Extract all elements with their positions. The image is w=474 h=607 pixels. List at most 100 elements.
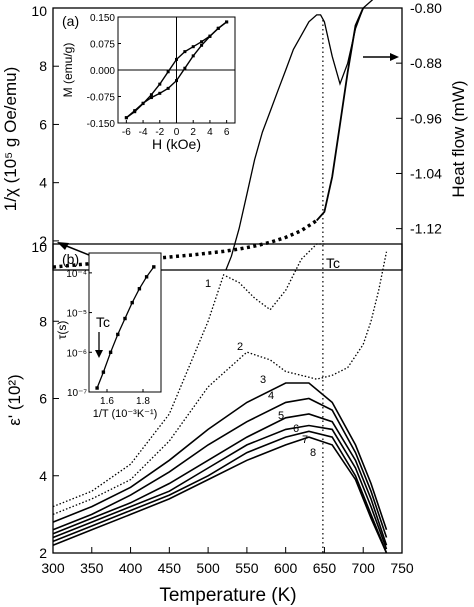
y-tick-label-left: 8 [39, 58, 47, 74]
hysteresis-point [191, 45, 195, 49]
relaxation-point [152, 265, 156, 269]
y-axis-label: ε' (10²) [5, 374, 24, 425]
series-label: 8 [310, 447, 316, 459]
series-label: 7 [302, 434, 308, 446]
series-3-line [52, 382, 388, 531]
series-label: 1 [205, 278, 211, 290]
relaxation-point [95, 386, 99, 390]
inset-a-x-tick-label: 4 [207, 127, 213, 138]
inset-b-x-tick-label: 1.8 [136, 396, 150, 407]
relaxation-point [108, 350, 113, 354]
hysteresis-point [216, 26, 220, 30]
inverse-susceptibility-rise [316, 7, 365, 222]
x-tick-label: 400 [119, 560, 143, 576]
relaxation-point [130, 300, 134, 305]
panel-b: 300 350 400 450 500 550 600 650 700 750 2 4 6 8 10 Temp… [5, 239, 414, 606]
y-tick-label: 10 [31, 239, 47, 255]
inset-a-y-tick-label: 0.000 [90, 66, 115, 77]
inset-a-x-tick-label: -6 [122, 127, 131, 138]
relaxation-point [101, 370, 106, 374]
x-tick-label: 750 [390, 560, 414, 576]
inset-a-x-tick-label: 0 [174, 127, 180, 138]
y-tick-label: 6 [39, 391, 47, 407]
y-tick-label-right: -1.12 [410, 221, 442, 237]
relaxation-point [123, 316, 127, 321]
y-tick-label-left: 4 [39, 175, 47, 191]
hysteresis-point [166, 70, 170, 74]
series-5-line [52, 413, 388, 546]
inset-b-y-tick-label: 10⁻⁷ [67, 388, 87, 399]
y-tick-label-left: 6 [39, 116, 47, 132]
hysteresis-point [175, 57, 178, 61]
series-2-line [52, 251, 388, 516]
panel-label-a: (a) [62, 13, 79, 29]
inset-b-y-label: τ(s) [55, 321, 69, 340]
series-8-line [52, 436, 388, 554]
y-tick-label-right: -0.88 [410, 55, 442, 71]
hysteresis-point [200, 43, 204, 47]
relaxation-point [144, 275, 149, 279]
inset-a-y-tick-label: 0.150 [90, 13, 115, 24]
series-4-line [52, 397, 388, 538]
x-tick-label: 450 [158, 560, 182, 576]
relaxation-point [137, 287, 142, 291]
hysteresis-point [225, 20, 229, 24]
x-tick-label: 300 [41, 560, 65, 576]
hysteresis-point [191, 54, 195, 58]
inset-a-x-tick-label: -4 [139, 127, 148, 138]
arrow-head-right [390, 53, 399, 61]
inset-b-x-label: 1/T (10⁻³K⁻¹) [93, 408, 158, 420]
hysteresis-point [149, 93, 153, 97]
series-label: 3 [260, 374, 266, 386]
inset-b-tc-label: Tc [96, 314, 110, 330]
x-tick-label: 350 [80, 560, 104, 576]
hysteresis-point [141, 102, 145, 106]
inset-b-x-tick-label: 1.6 [100, 396, 114, 407]
heat-flow-line [225, 0, 374, 271]
inset-a-y-tick-label: -0.150 [87, 119, 116, 130]
y-tick-label: 8 [39, 313, 47, 329]
hysteresis-point [208, 34, 212, 38]
series-label: 2 [237, 341, 243, 353]
panel-label-b: (b) [62, 251, 79, 267]
hysteresis-point [183, 66, 187, 70]
hysteresis-point [124, 116, 128, 120]
x-tick-label: 550 [235, 560, 259, 576]
y-axis-label-right: Heat flow (mW) [449, 80, 468, 197]
inset-a-x-label: H (kOe) [152, 136, 201, 152]
y-tick-label: 2 [39, 545, 47, 561]
inset-a-x-tick-label: 6 [224, 127, 230, 138]
x-tick-label: 650 [313, 560, 337, 576]
y-tick-label: 4 [39, 468, 47, 484]
y-tick-label-left: 2 [39, 233, 47, 249]
x-tick-label: 700 [352, 560, 376, 576]
series-7-line [52, 430, 388, 554]
relaxation-point [116, 332, 120, 337]
y-tick-label-left: 10 [31, 3, 47, 19]
inset-a-y-tick-label: -0.075 [87, 93, 116, 104]
series-label: 4 [268, 390, 274, 402]
inset-b-frame [88, 252, 162, 393]
inset-a-x-tick-label: -2 [155, 127, 164, 138]
plot-frame [52, 7, 403, 271]
inset-a-x-tick-label: 2 [190, 127, 196, 138]
hysteresis-point [166, 86, 170, 90]
x-tick-label: 500 [196, 560, 220, 576]
hysteresis-point [183, 50, 187, 54]
tc-label-a: Tc [326, 255, 340, 271]
y-tick-label-right: -0.80 [410, 0, 442, 16]
x-tick-label: 600 [274, 560, 298, 576]
hysteresis-point [133, 110, 137, 114]
y-tick-label-right: -1.04 [410, 165, 442, 181]
arrow-head-left [57, 242, 69, 250]
y-tick-label-right: -0.96 [410, 110, 442, 126]
x-axis-label: Temperature (K) [159, 585, 296, 606]
hysteresis-point [158, 91, 162, 95]
hysteresis-point [158, 82, 162, 86]
inset-a-y-label: M (emu/g) [61, 43, 75, 98]
hysteresis-point [149, 96, 153, 100]
series-label: 5 [278, 410, 284, 422]
hysteresis-point [175, 79, 178, 83]
inverse-susceptibility-dashed [52, 219, 318, 269]
